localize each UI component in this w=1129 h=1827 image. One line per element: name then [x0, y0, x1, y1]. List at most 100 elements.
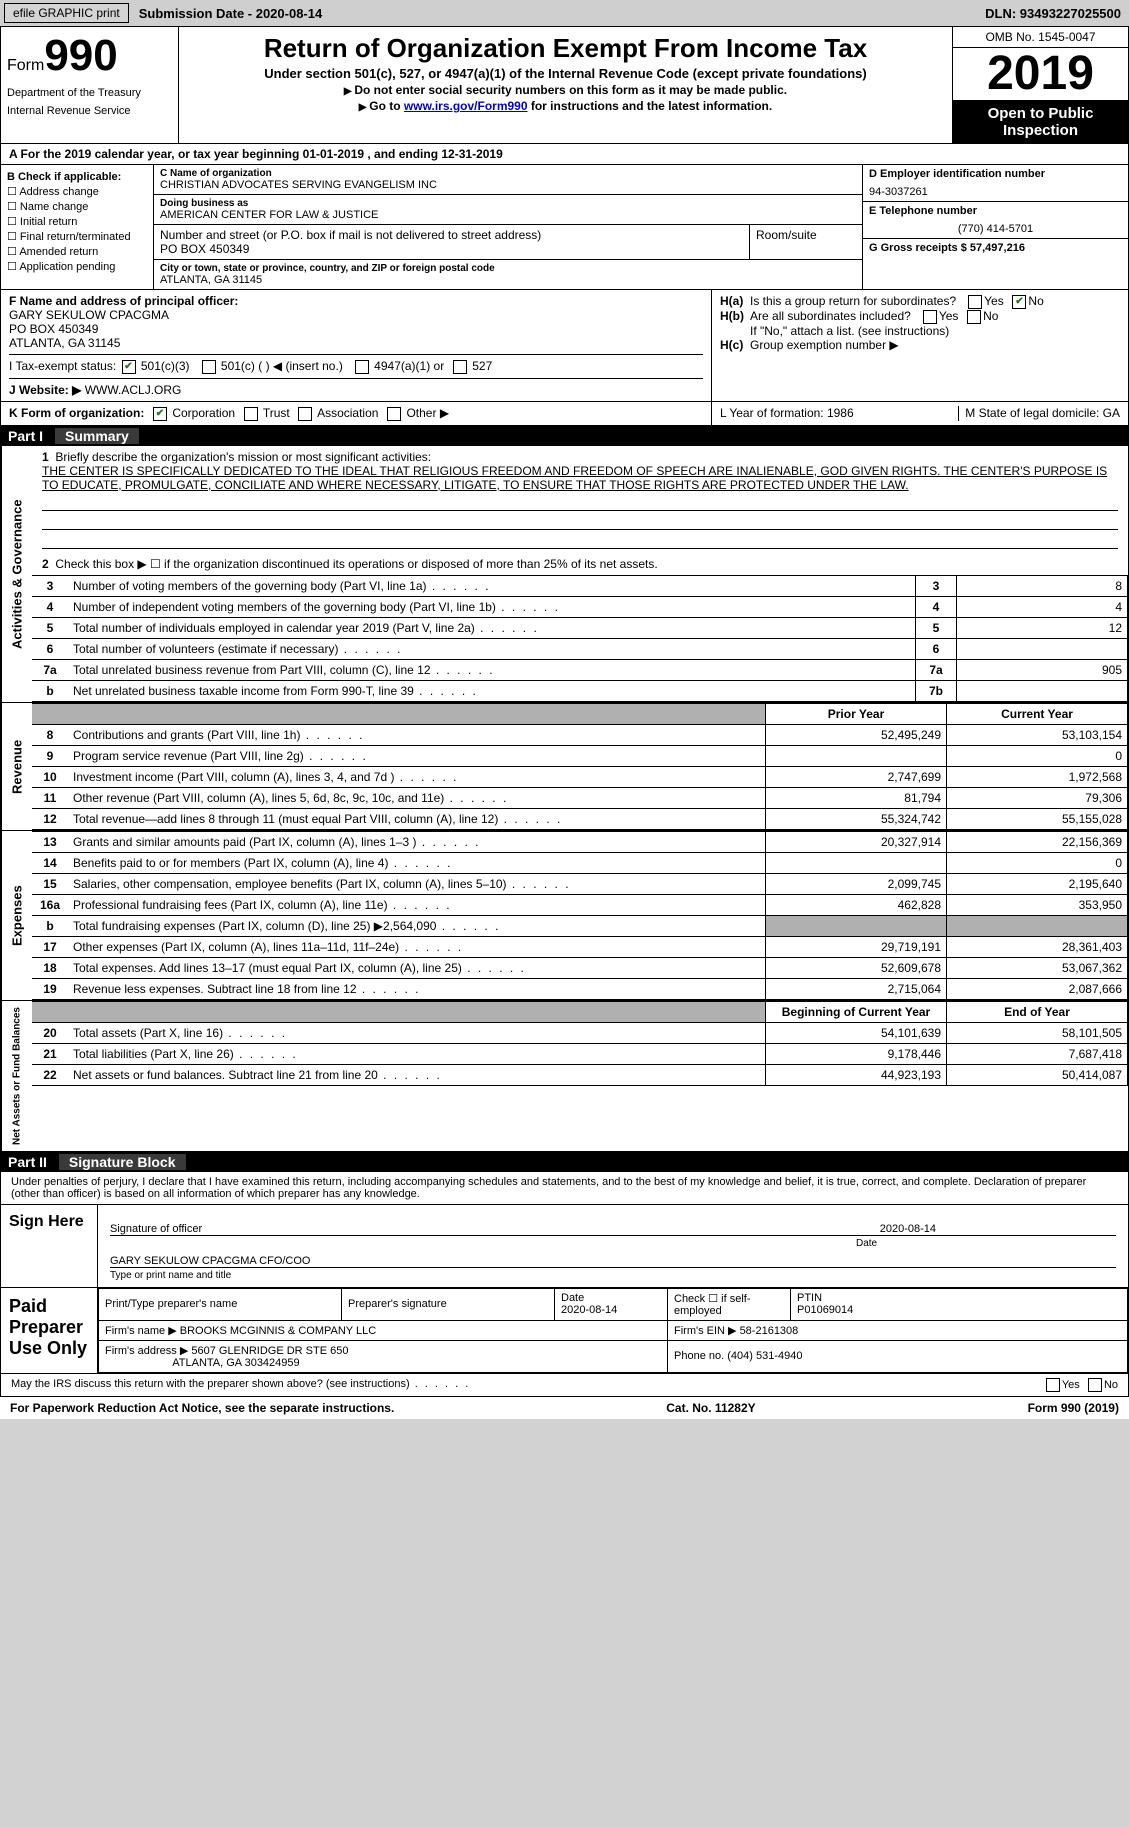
- gross-receipts: G Gross receipts $ 57,497,216: [869, 242, 1025, 254]
- firm-addr1: 5607 GLENRIDGE DR STE 650: [191, 1345, 348, 1357]
- dba-label: Doing business as: [160, 198, 856, 209]
- tax-period-line: A For the 2019 calendar year, or tax yea…: [0, 144, 1129, 165]
- discuss-yes[interactable]: [1046, 1378, 1060, 1392]
- chk-other[interactable]: [387, 407, 401, 421]
- netassets-block: Net Assets or Fund Balances Beginning of…: [0, 1001, 1129, 1152]
- expenses-table: 13Grants and similar amounts paid (Part …: [32, 831, 1128, 1000]
- header-right-block: OMB No. 1545-0047 2019 Open to Public In…: [953, 27, 1128, 143]
- form-id-block: Form990 Department of the Treasury Inter…: [1, 27, 179, 143]
- side-netassets: Net Assets or Fund Balances: [1, 1001, 32, 1151]
- discuss-question: May the IRS discuss this return with the…: [11, 1378, 1044, 1392]
- signature-block: Under penalties of perjury, I declare th…: [0, 1172, 1129, 1397]
- chk-application-pending[interactable]: ☐ Application pending: [7, 260, 147, 273]
- chk-address-change[interactable]: ☐ Address change: [7, 185, 147, 198]
- form-title-block: Return of Organization Exempt From Incom…: [179, 27, 953, 143]
- chk-initial-return[interactable]: ☐ Initial return: [7, 215, 147, 228]
- ha-yes-lbl: Yes: [984, 294, 1004, 308]
- name-address-col: C Name of organization CHRISTIAN ADVOCAT…: [154, 165, 862, 289]
- ein-value: 94-3037261: [869, 186, 1122, 198]
- chk-assoc[interactable]: [298, 407, 312, 421]
- dln-number: DLN: 93493227025500: [985, 6, 1121, 21]
- officer-group-block: F Name and address of principal officer:…: [0, 290, 1129, 402]
- table-row: 9Program service revenue (Part VIII, lin…: [32, 745, 1128, 766]
- formorg-label: K Form of organization:: [9, 406, 144, 420]
- chk-final-return[interactable]: ☐ Final return/terminated: [7, 230, 147, 243]
- prep-sig-h: Preparer's signature: [342, 1288, 555, 1320]
- irs-form990-link[interactable]: www.irs.gov/Form990: [404, 99, 528, 113]
- goto-pre: Go to: [369, 99, 404, 113]
- street-label: Number and street (or P.O. box if mail i…: [160, 228, 743, 242]
- entity-block: B Check if applicable: ☐ Address change …: [0, 165, 1129, 290]
- treasury-dept: Department of the Treasury: [7, 87, 172, 99]
- officer-sig-label: Signature of officer: [110, 1223, 523, 1235]
- formorg-row: K Form of organization: Corporation Trus…: [0, 402, 1129, 426]
- table-row: 18Total expenses. Add lines 13–17 (must …: [32, 957, 1128, 978]
- form-number: 990: [44, 31, 117, 80]
- table-row: 14Benefits paid to or for members (Part …: [32, 852, 1128, 873]
- perjury-declaration: Under penalties of perjury, I declare th…: [1, 1172, 1128, 1205]
- table-header-row: Beginning of Current YearEnd of Year: [32, 1001, 1128, 1022]
- discuss-yes-lbl: Yes: [1062, 1379, 1080, 1391]
- opt-other: Other ▶: [406, 406, 449, 420]
- type-name-label: Type or print name and title: [110, 1270, 1116, 1281]
- officer-addr2: ATLANTA, GA 31145: [9, 336, 703, 350]
- prep-date-h: Date: [561, 1292, 584, 1304]
- revenue-block: Revenue Prior YearCurrent Year8Contribut…: [0, 703, 1129, 831]
- sig-date-val: 2020-08-14: [523, 1223, 1116, 1235]
- chk-4947[interactable]: [355, 360, 369, 374]
- table-row: 5Total number of individuals employed in…: [32, 617, 1128, 638]
- chk-527[interactable]: [453, 360, 467, 374]
- firm-addr-lbl: Firm's address ▶: [105, 1345, 188, 1357]
- form-title: Return of Organization Exempt From Incom…: [189, 33, 942, 64]
- table-row: 6Total number of volunteers (estimate if…: [32, 638, 1128, 659]
- prep-ptin-v: P01069014: [797, 1304, 853, 1316]
- form-edition: Form 990 (2019): [1028, 1401, 1119, 1415]
- mission-text: THE CENTER IS SPECIFICALLY DEDICATED TO …: [42, 464, 1118, 492]
- ein-phone-col: D Employer identification number 94-3037…: [862, 165, 1128, 289]
- firm-addr2: ATLANTA, GA 303424959: [172, 1357, 299, 1369]
- firm-phone: (404) 531-4940: [727, 1350, 802, 1362]
- balance-table: Beginning of Current YearEnd of Year20To…: [32, 1001, 1128, 1086]
- chk-corp[interactable]: [153, 407, 167, 421]
- city-value: ATLANTA, GA 31145: [160, 274, 856, 286]
- ha-yes[interactable]: [968, 295, 982, 309]
- chk-name-change[interactable]: ☐ Name change: [7, 200, 147, 213]
- hb-yes[interactable]: [923, 310, 937, 324]
- chk-501c3[interactable]: [122, 360, 136, 374]
- city-label: City or town, state or province, country…: [160, 263, 856, 274]
- officer-name: GARY SEKULOW CPACGMA: [9, 308, 703, 322]
- ha-no[interactable]: [1012, 295, 1026, 309]
- opt-501c3: 501(c)(3): [141, 359, 190, 373]
- chk-501c[interactable]: [202, 360, 216, 374]
- efile-print-button[interactable]: efile GRAPHIC print: [4, 3, 129, 23]
- prep-ptin-h: PTIN: [797, 1292, 822, 1304]
- chk-amended-return[interactable]: ☐ Amended return: [7, 245, 147, 258]
- discuss-no-lbl: No: [1104, 1379, 1118, 1391]
- expenses-block: Expenses 13Grants and similar amounts pa…: [0, 831, 1129, 1001]
- part2-title: Signature Block: [59, 1154, 186, 1170]
- submission-date: Submission Date - 2020-08-14: [139, 6, 323, 21]
- discuss-no[interactable]: [1088, 1378, 1102, 1392]
- table-row: 19Revenue less expenses. Subtract line 1…: [32, 978, 1128, 999]
- sig-date-label: Date: [856, 1238, 1116, 1249]
- phone-label: E Telephone number: [869, 205, 977, 217]
- q1-text: Briefly describe the organization's miss…: [55, 450, 431, 464]
- chk-trust[interactable]: [244, 407, 258, 421]
- table-row: 22Net assets or fund balances. Subtract …: [32, 1064, 1128, 1085]
- prep-selfemp[interactable]: Check ☐ if self-employed: [668, 1288, 791, 1320]
- table-header-row: Prior YearCurrent Year: [32, 703, 1128, 724]
- form-990-page: efile GRAPHIC print Submission Date - 20…: [0, 0, 1129, 1419]
- form-label: Form: [7, 57, 44, 74]
- table-row: 16aProfessional fundraising fees (Part I…: [32, 894, 1128, 915]
- table-row: 8Contributions and grants (Part VIII, li…: [32, 724, 1128, 745]
- hb-no[interactable]: [967, 310, 981, 324]
- table-row: 17Other expenses (Part IX, column (A), l…: [32, 936, 1128, 957]
- year-formation: L Year of formation: 1986: [720, 406, 959, 421]
- table-row: 13Grants and similar amounts paid (Part …: [32, 831, 1128, 852]
- org-name: CHRISTIAN ADVOCATES SERVING EVANGELISM I…: [160, 179, 856, 191]
- footer: For Paperwork Reduction Act Notice, see …: [0, 1397, 1129, 1419]
- preparer-table: Print/Type preparer's name Preparer's si…: [98, 1288, 1128, 1373]
- part1-header: Part I Summary: [0, 426, 1129, 446]
- part1-title: Summary: [55, 428, 139, 444]
- opt-corp: Corporation: [172, 406, 235, 420]
